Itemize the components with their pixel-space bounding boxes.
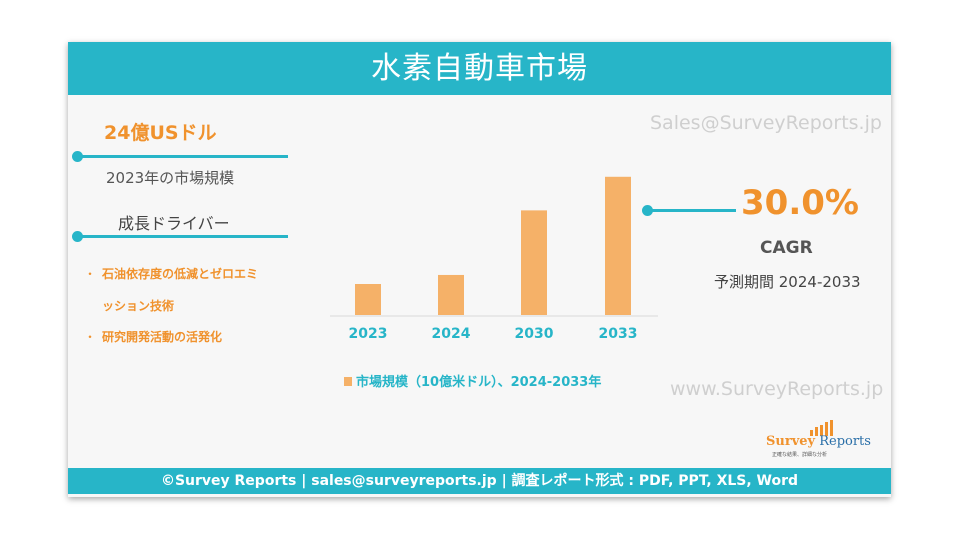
market-size-label: 2023年の市場規模 bbox=[106, 169, 235, 187]
cagr-line bbox=[648, 209, 736, 212]
x-tick-label-2030: 2030 bbox=[515, 326, 554, 342]
bar-chart: 2023 2024 2030 2033 bbox=[330, 176, 658, 342]
cagr-value: 30.0% bbox=[741, 183, 859, 223]
watermark-email: Sales@SurveyReports.jp bbox=[650, 112, 882, 134]
driver-bullet: ・ bbox=[84, 267, 97, 281]
logo-tagline: 正確な結果、詳細な分析 bbox=[772, 452, 828, 458]
market-size-value: 24億USドル bbox=[104, 122, 217, 144]
bars-group bbox=[355, 176, 631, 315]
x-tick-label-2023: 2023 bbox=[349, 326, 388, 342]
footer-bar: ©Survey Reports | sales@surveyreports.jp… bbox=[68, 468, 891, 494]
bar-2033 bbox=[605, 176, 631, 315]
drivers-line bbox=[76, 235, 288, 238]
driver-item-1-cont: ッション技術 bbox=[102, 299, 175, 313]
bar-2024 bbox=[438, 274, 464, 315]
chart-legend: 市場規模（10億米ドル）、2024-2033年 bbox=[344, 371, 601, 390]
x-tick-label-2024: 2024 bbox=[432, 326, 471, 342]
survey-reports-logo: Survey Reports 正確な結果、詳細な分析 bbox=[766, 420, 878, 460]
x-tick-label-2033: 2033 bbox=[599, 326, 638, 342]
infographic-card: 水素自動車市場 24億USドル 2023年の市場規模 成長ドライバー ・ 石油依… bbox=[68, 42, 891, 497]
logo-bars-icon bbox=[810, 420, 833, 436]
driver-bullet: ・ bbox=[84, 330, 97, 344]
x-tick-labels: 2023 2024 2030 2033 bbox=[349, 326, 638, 342]
market-size-line bbox=[76, 155, 288, 158]
cagr-label: CAGR bbox=[760, 238, 813, 258]
cagr-line-dot bbox=[642, 205, 653, 216]
driver-item-2: 研究開発活動の活発化 bbox=[102, 330, 223, 344]
bar-2023 bbox=[355, 284, 381, 315]
growth-drivers-title: 成長ドライバー bbox=[118, 214, 230, 233]
logo-text: Survey Reports bbox=[766, 434, 871, 449]
legend-label: 市場規模（10億米ドル）、2024-2033年 bbox=[356, 375, 602, 390]
watermark-url: www.SurveyReports.jp bbox=[670, 378, 884, 400]
driver-item-1: 石油依存度の低減とゼロエミ bbox=[102, 267, 259, 281]
page-title: 水素自動車市場 bbox=[68, 42, 891, 95]
forecast-period: 予測期間 2024-2033 bbox=[714, 273, 861, 291]
legend-swatch bbox=[344, 377, 352, 386]
bar-2030 bbox=[521, 210, 547, 315]
